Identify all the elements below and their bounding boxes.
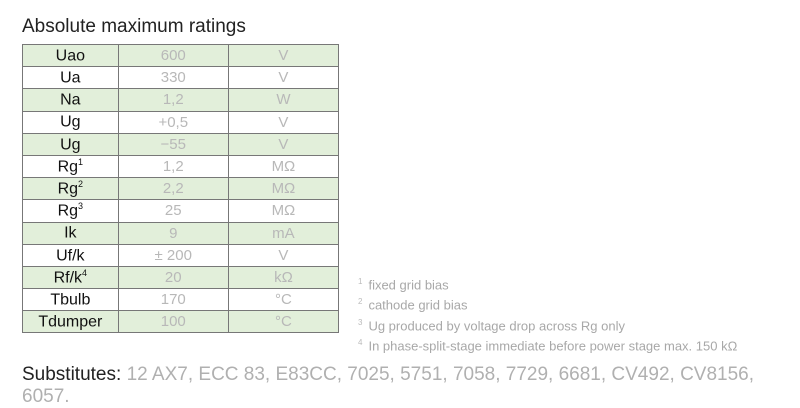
- footnote-number: 2: [358, 297, 363, 307]
- footnote-text: fixed grid bias: [368, 277, 449, 293]
- value-cell: 1,2: [117, 154, 229, 179]
- table-row: Ik 9 mA: [22, 221, 340, 245]
- param-cell: Rf/k4: [22, 265, 119, 290]
- table-row: Ua 330 V: [22, 66, 340, 90]
- value-cell: 2,2: [117, 177, 229, 201]
- substitutes-label: Substitutes:: [22, 364, 122, 385]
- footnote: 2 cathode grid bias: [358, 293, 737, 313]
- footnote-ref: 4: [82, 267, 88, 278]
- unit-cell: V: [227, 43, 340, 68]
- param-cell: Tbulb: [22, 288, 119, 312]
- unit-cell: kΩ: [227, 265, 340, 290]
- param-cell: Uao: [22, 43, 119, 68]
- param-cell: Uf/k: [22, 243, 119, 267]
- param-name: Ug: [60, 113, 81, 131]
- param-name: Rf/k: [53, 269, 83, 287]
- unit-cell: mA: [227, 221, 340, 245]
- table-row: Tdumper 100 °C: [22, 310, 340, 334]
- value-cell: 20: [117, 265, 229, 290]
- table-row: Rg3 25 MΩ: [22, 199, 340, 223]
- unit-cell: °C: [227, 288, 340, 312]
- value-cell: 600: [117, 43, 229, 68]
- param-name: Na: [60, 91, 81, 109]
- value-cell: 100: [117, 310, 229, 334]
- footnote-ref: 1: [78, 156, 84, 167]
- param-name: Rg: [57, 202, 79, 220]
- page-title: Absolute maximum ratings: [22, 16, 246, 37]
- footnote-text: In phase-split-stage immediate before po…: [368, 338, 738, 354]
- table-row: Uf/k ± 200 V: [22, 243, 340, 267]
- table-row: Uao 600 V: [22, 43, 340, 68]
- param-name: Tbulb: [50, 291, 91, 309]
- unit-cell: MΩ: [227, 154, 340, 179]
- footnote-number: 4: [358, 337, 363, 347]
- value-cell: 25: [117, 199, 229, 223]
- substitutes-list: 12 AX7, ECC 83, E83CC, 7025, 5751, 7058,…: [22, 364, 755, 407]
- table-row: Ug −55 V: [22, 132, 340, 156]
- footnote: 3 Ug produced by voltage drop across Rg o…: [358, 314, 737, 334]
- table-row: Rf/k4 20 kΩ: [22, 265, 340, 290]
- value-cell: ± 200: [117, 243, 229, 267]
- unit-cell: °C: [227, 310, 340, 334]
- footnote: 4 In phase-split-stage immediate before p…: [358, 334, 737, 354]
- footnotes: 1 fixed grid bias 2 cathode grid bias 3 Ug pr…: [358, 273, 737, 354]
- param-cell: Ua: [22, 66, 119, 90]
- substitutes: Substitutes: 12 AX7, ECC 83, E83CC, 7025…: [22, 364, 800, 408]
- param-name: Ik: [64, 224, 77, 242]
- param-name: Uf/k: [56, 246, 85, 264]
- value-cell: −55: [117, 132, 229, 156]
- unit-cell: V: [227, 132, 340, 156]
- footnote-number: 3: [358, 317, 363, 327]
- unit-cell: V: [227, 66, 340, 90]
- param-cell: Na: [22, 88, 119, 112]
- value-cell: 9: [117, 221, 229, 245]
- param-cell: Rg1: [22, 154, 119, 179]
- footnote-text: cathode grid bias: [368, 297, 468, 313]
- param-cell: Rg3: [22, 199, 119, 223]
- unit-cell: MΩ: [227, 177, 340, 201]
- value-cell: 330: [117, 66, 229, 90]
- unit-cell: V: [227, 243, 340, 267]
- table-row: Rg1 1,2 MΩ: [22, 154, 340, 179]
- value-cell: +0,5: [117, 110, 229, 134]
- param-name: Ug: [60, 136, 81, 153]
- param-name: Rg: [57, 158, 79, 176]
- footnote-ref: 2: [78, 179, 84, 190]
- table-row: Na 1,2 W: [22, 88, 340, 112]
- footnote-text: Ug produced by voltage drop across Rg on…: [368, 317, 625, 333]
- table-row: Rg2 2,2 MΩ: [22, 177, 340, 201]
- param-name: Uao: [55, 47, 86, 65]
- ratings-table: Uao 600 V Ua 330 V Na 1,2 W Ug +0,5 V Ug −55…: [22, 43, 340, 334]
- param-name: Ua: [60, 69, 81, 87]
- table-row: Ug +0,5 V: [22, 110, 340, 134]
- param-cell: Rg2: [22, 177, 119, 201]
- param-cell: Tdumper: [22, 310, 119, 334]
- unit-cell: V: [227, 110, 340, 134]
- footnote-ref: 3: [78, 201, 84, 212]
- param-name: Rg: [57, 180, 79, 198]
- table-row: Tbulb 170 °C: [22, 288, 340, 312]
- footnote-number: 1: [358, 277, 363, 286]
- value-cell: 1,2: [117, 88, 229, 112]
- unit-cell: MΩ: [227, 199, 340, 223]
- param-name: Tdumper: [38, 313, 103, 331]
- value-cell: 170: [117, 288, 229, 312]
- param-cell: Ik: [22, 221, 119, 245]
- unit-cell: W: [227, 88, 340, 112]
- param-cell: Ug: [22, 132, 119, 156]
- footnote: 1 fixed grid bias: [358, 273, 737, 293]
- param-cell: Ug: [22, 110, 119, 134]
